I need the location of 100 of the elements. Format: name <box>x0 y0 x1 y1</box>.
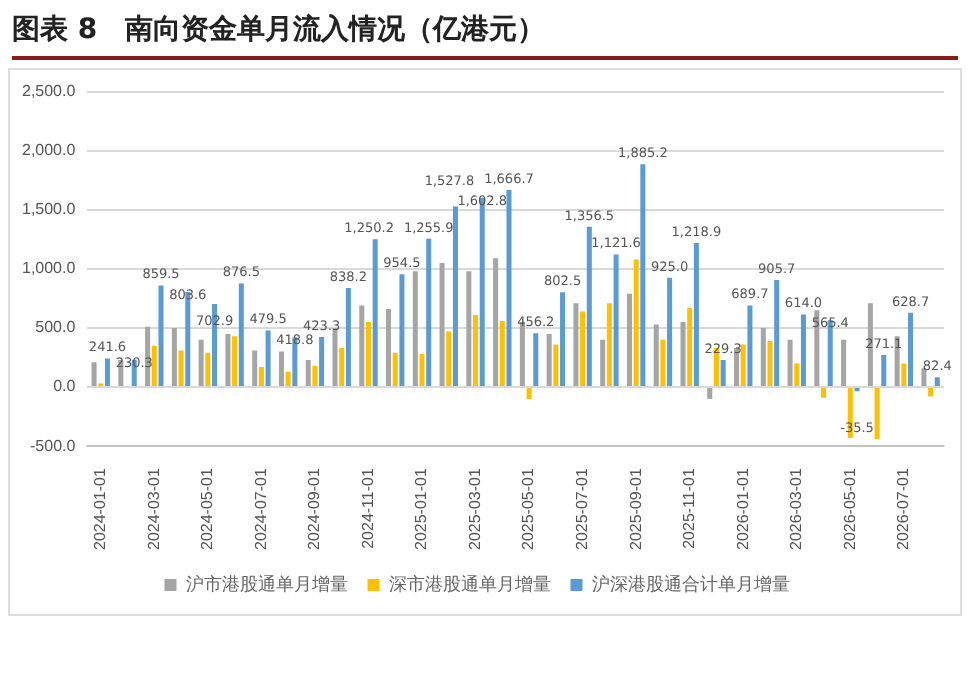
bar <box>687 307 693 387</box>
bar <box>386 309 392 387</box>
bar <box>452 206 458 387</box>
legend-label: 沪市港股通单月增量 <box>185 573 348 594</box>
bar <box>606 303 612 387</box>
bar <box>693 243 699 387</box>
x-tick-label: 2024-01-01 <box>91 467 110 550</box>
bar <box>365 322 371 387</box>
x-tick-label: 2025-09-01 <box>626 467 645 550</box>
x-tick-label: 2024-05-01 <box>198 467 217 550</box>
bar <box>91 362 97 387</box>
bar <box>473 314 479 387</box>
bar <box>633 259 639 387</box>
bar <box>493 258 499 387</box>
bar <box>446 331 452 387</box>
bar <box>399 274 405 387</box>
bar <box>787 339 793 387</box>
bar <box>901 363 907 387</box>
x-tick-label: 2025-11-01 <box>680 467 699 549</box>
y-tick-label: 2,000.0 <box>21 141 77 160</box>
bar <box>205 352 211 387</box>
y-tick-label: 2,500.0 <box>21 82 77 101</box>
bar <box>499 320 505 387</box>
bar <box>640 164 646 387</box>
bar <box>258 366 264 387</box>
bar <box>747 305 753 387</box>
x-tick-label: 2026-03-01 <box>787 467 806 550</box>
legend-label: 深市港股通单月增量 <box>388 573 551 594</box>
bar <box>158 285 164 387</box>
y-tick-label: 500.0 <box>35 318 77 337</box>
bar <box>151 345 157 387</box>
bar <box>171 327 177 387</box>
bar <box>600 339 606 387</box>
x-tick-label: 2026-01-01 <box>733 467 752 550</box>
bar <box>613 254 619 387</box>
bar <box>653 324 659 387</box>
bar <box>419 353 425 387</box>
bar <box>881 355 887 387</box>
bar <box>580 311 586 387</box>
bar <box>586 226 592 387</box>
x-tick-label: 2024-11-01 <box>358 467 377 549</box>
x-tick-label: 2024-09-01 <box>305 467 324 550</box>
bar <box>178 350 184 387</box>
bar <box>506 190 512 387</box>
bar <box>707 388 713 399</box>
bar <box>312 365 318 387</box>
x-tick-label: 2026-07-01 <box>894 467 913 550</box>
x-tick-label: 2024-07-01 <box>251 467 270 550</box>
bar <box>553 344 559 387</box>
bar <box>372 239 378 387</box>
y-tick-label: 0.0 <box>53 377 77 396</box>
bar <box>667 277 673 387</box>
bar <box>225 333 231 387</box>
bar <box>252 350 258 387</box>
bar <box>660 339 666 387</box>
bar <box>339 348 345 387</box>
bar <box>533 333 539 387</box>
bar <box>198 339 204 387</box>
bar <box>760 327 766 387</box>
bar <box>560 292 566 387</box>
chart-title: 图表 8 南向资金单月流入情况（亿港元） <box>12 8 958 60</box>
bar <box>680 322 686 387</box>
bar <box>305 359 311 387</box>
y-tick-label: 1,000.0 <box>21 259 77 278</box>
bar <box>332 327 338 387</box>
bar <box>392 352 398 387</box>
bar <box>104 358 110 387</box>
y-tick-label: -500.0 <box>30 436 77 455</box>
bar <box>921 368 927 387</box>
bar <box>285 371 291 387</box>
bar <box>908 312 914 387</box>
bar <box>821 388 827 398</box>
bar <box>740 344 746 387</box>
x-tick-label: 2025-03-01 <box>465 467 484 550</box>
bar <box>767 340 773 387</box>
bar <box>626 293 632 387</box>
bar <box>426 238 432 387</box>
bar <box>359 305 365 387</box>
x-tick-label: 2025-07-01 <box>573 467 592 550</box>
bar <box>794 363 800 387</box>
bar <box>345 288 351 387</box>
legend-label: 沪深港股通合计单月增量 <box>591 573 790 594</box>
bar <box>841 339 847 387</box>
bar <box>412 271 418 387</box>
bar <box>800 314 806 387</box>
bar <box>439 262 445 387</box>
bar <box>319 337 325 387</box>
bar <box>774 280 780 387</box>
bar <box>466 271 472 387</box>
x-tick-label: 2024-03-01 <box>144 467 163 550</box>
x-tick-label: 2025-05-01 <box>519 467 538 550</box>
bar <box>238 283 244 387</box>
bar <box>720 359 726 387</box>
bar <box>928 388 934 397</box>
y-tick-label: 1,500.0 <box>21 200 77 219</box>
bar <box>546 333 552 387</box>
bar <box>526 388 532 399</box>
bar <box>934 377 940 387</box>
bar <box>265 330 271 387</box>
x-tick-label: 2025-01-01 <box>412 467 431 550</box>
